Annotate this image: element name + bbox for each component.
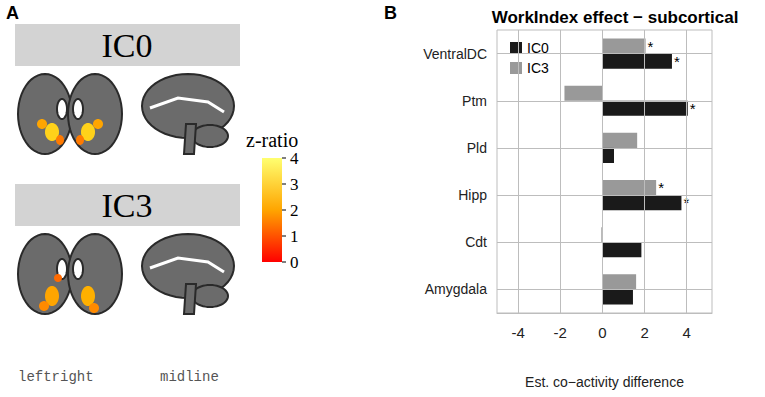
svg-text:0: 0 (290, 253, 299, 272)
svg-text:2: 2 (290, 201, 299, 220)
svg-text:WorkIndex effect − subcortical: WorkIndex effect − subcortical (492, 8, 739, 27)
svg-text:0: 0 (598, 324, 606, 341)
svg-text:Cdt: Cdt (465, 234, 487, 250)
svg-text:IC0: IC0 (527, 40, 549, 56)
svg-text:*: * (648, 38, 654, 55)
svg-text:IC3: IC3 (527, 60, 549, 76)
svg-text:z-ratio: z-ratio (246, 129, 299, 151)
svg-text:leftright: leftright (18, 369, 94, 385)
svg-text:1: 1 (290, 227, 299, 246)
svg-text:Est. co−activity difference: Est. co−activity difference (525, 374, 684, 390)
svg-text:-2: -2 (554, 324, 567, 341)
svg-text:A: A (6, 3, 19, 23)
svg-text:IC3: IC3 (102, 187, 153, 224)
svg-text:4: 4 (683, 324, 691, 341)
svg-text:B: B (384, 3, 397, 23)
svg-text:Pld: Pld (467, 140, 487, 156)
svg-text:-4: -4 (511, 324, 524, 341)
svg-text:3: 3 (290, 175, 299, 194)
svg-text:Ptm: Ptm (462, 93, 487, 109)
svg-text:*: * (690, 100, 696, 117)
svg-text:midline: midline (160, 369, 219, 385)
svg-text:*: * (658, 179, 664, 196)
svg-text:Amygdala: Amygdala (425, 281, 487, 297)
svg-text:Hipp: Hipp (458, 187, 487, 203)
svg-text:4: 4 (290, 149, 299, 168)
svg-text:*: * (674, 53, 680, 70)
svg-text:IC0: IC0 (102, 27, 153, 64)
svg-text:VentralDC: VentralDC (423, 46, 487, 62)
svg-text:2: 2 (640, 324, 648, 341)
